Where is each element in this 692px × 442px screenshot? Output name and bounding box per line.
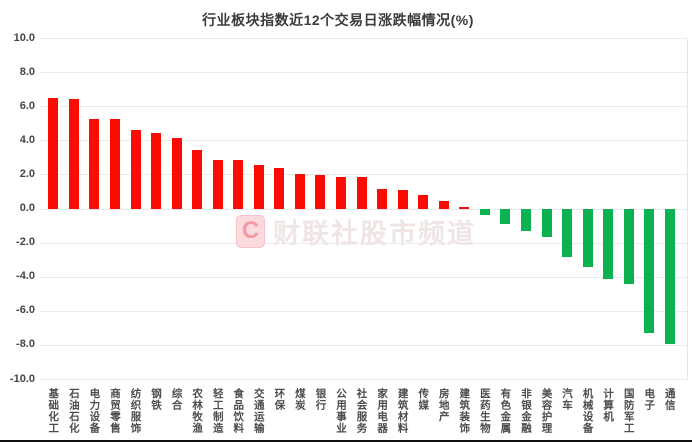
watermark: C 财联社股市频道: [236, 212, 476, 251]
x-axis-category-label: 传媒: [417, 388, 430, 411]
gridline: [40, 38, 688, 39]
watermark-text: 财联社股市频道: [273, 219, 476, 249]
x-axis-category-label: 建筑材料: [396, 388, 409, 434]
x-axis-category-label: 机械设备: [581, 388, 594, 434]
bar-21: [459, 207, 470, 209]
y-axis-tick-label: -8.0: [16, 338, 35, 351]
x-axis-category-label: 房地产: [437, 388, 450, 423]
bar-6: [151, 133, 162, 209]
bar-8: [192, 150, 203, 209]
bottom-border: [0, 440, 692, 442]
bar-28: [603, 209, 614, 279]
gridline: [40, 379, 688, 380]
y-axis-tick-label: -6.0: [16, 304, 35, 317]
x-axis-category-label: 基础化工: [47, 388, 60, 434]
bar-30: [644, 209, 655, 334]
x-axis-category-label: 计算机: [602, 388, 615, 423]
x-axis-category-label: 汽车: [561, 388, 574, 411]
bar-27: [582, 209, 593, 267]
bar-15: [336, 176, 346, 209]
bar-2: [68, 99, 79, 209]
bar-9: [212, 159, 223, 209]
chart-title: 行业板块指数近12个交易日涨跌幅情况(%): [202, 12, 474, 28]
gridline: [40, 276, 688, 278]
x-axis-category-label: 建筑装饰: [458, 388, 471, 434]
bar-3: [89, 118, 100, 209]
x-axis-category-label: 非银金融: [519, 388, 532, 434]
bar-20: [438, 201, 449, 209]
x-axis-category-label: 农林牧渔: [191, 388, 204, 434]
bar-31: [664, 209, 675, 344]
gridline: [40, 208, 688, 210]
x-axis-category-label: 石油石化: [67, 388, 80, 434]
bar-1: [48, 98, 59, 209]
x-axis-category-label: 纺织服饰: [129, 388, 142, 434]
x-axis-category-label: 国防军工: [622, 388, 635, 434]
plot-right-border: [687, 38, 688, 380]
y-axis-tick-label: 10.0: [13, 31, 35, 44]
x-axis-category-label: 轻工制造: [211, 388, 224, 434]
gridline: [40, 310, 688, 312]
gridline: [40, 106, 688, 108]
x-axis-category-label: 电力设备: [88, 388, 101, 434]
x-axis-category-label: 交通运输: [252, 388, 265, 434]
y-axis-tick-label: -4.0: [16, 270, 35, 283]
x-axis-category-label: 环保: [273, 388, 286, 411]
y-axis-tick-label: 2.0: [19, 167, 35, 180]
bar-7: [171, 138, 182, 209]
bar-5: [130, 129, 141, 209]
bar-12: [274, 168, 285, 209]
x-axis-category-label: 美容护理: [540, 388, 553, 434]
gridline: [40, 174, 688, 176]
y-axis-tick-label: 8.0: [19, 65, 35, 78]
bar-24: [520, 209, 531, 232]
x-axis-category-label: 电子: [643, 388, 656, 411]
x-axis-category-label: 煤炭: [293, 388, 306, 411]
x-axis-category-label: 家用电器: [376, 388, 389, 434]
x-axis-category-label: 食品饮料: [232, 388, 245, 434]
bar-25: [541, 209, 552, 238]
x-axis-category-label: 公用事业: [335, 388, 347, 434]
bar-29: [623, 209, 634, 285]
bar-26: [562, 209, 573, 257]
x-axis-category-label: 社会服务: [355, 388, 368, 434]
bar-4: [109, 118, 120, 209]
gridline: [40, 140, 688, 142]
bar-11: [253, 164, 264, 209]
bar-13: [294, 174, 305, 209]
bar-22: [479, 209, 490, 215]
gridline: [40, 344, 688, 346]
y-axis-tick-label: 6.0: [19, 99, 35, 112]
y-axis-tick-label: 4.0: [19, 133, 35, 146]
y-axis-tick-label: -2.0: [16, 236, 35, 249]
y-axis-tick-label: -10.0: [9, 372, 35, 385]
gridline: [40, 242, 688, 244]
x-axis-category-label: 通信: [663, 388, 676, 411]
x-axis-category-label: 医药生物: [478, 388, 491, 434]
bar-17: [377, 188, 388, 209]
x-axis-category-label: 综合: [170, 388, 183, 411]
bar-10: [233, 159, 244, 209]
bar-23: [500, 209, 511, 225]
x-axis-category-label: 银行: [314, 388, 327, 411]
y-axis-tick-label: 0.0: [19, 202, 35, 214]
bar-14: [315, 174, 326, 209]
bar-16: [356, 177, 367, 209]
bar-19: [418, 194, 429, 209]
x-axis-category-label: 钢铁: [150, 388, 163, 411]
bar-18: [397, 190, 408, 209]
gridline: [40, 72, 688, 74]
x-axis-category-label: 有色金属: [499, 388, 512, 434]
x-axis-category-label: 商贸零售: [108, 388, 121, 434]
